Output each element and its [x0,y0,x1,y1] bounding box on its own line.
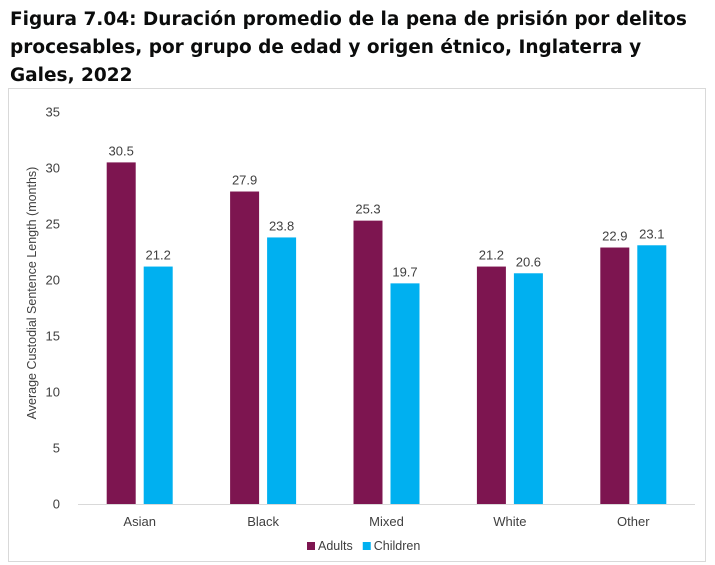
chart-frame [8,88,706,562]
y-tick-label: 0 [53,497,60,512]
data-label: 23.8 [269,218,294,233]
y-axis-label: Average Custodial Sentence Length (month… [25,167,39,420]
legend: Adults Children [307,539,420,553]
chart-title: Figura 7.04: Duración promedio de la pen… [10,9,687,86]
x-tick-label: Black [247,514,279,529]
bar-adults-asian [106,162,136,504]
y-tick-label: 5 [53,441,60,456]
data-label: 25.3 [355,202,380,217]
legend-label-children: Children [374,539,421,553]
bar-adults-white [476,266,506,504]
x-tick-label: Mixed [369,514,404,529]
bar-adults-other [600,247,630,504]
bar-children-mixed [390,283,420,504]
data-label: 23.1 [639,226,664,241]
y-tick-label: 15 [46,329,60,344]
data-label: 20.6 [516,254,541,269]
y-axis: 0 5 10 15 20 25 30 35 [46,105,60,512]
bar-children-white [513,273,543,504]
y-tick-label: 20 [46,273,60,288]
x-tick-label: Other [617,514,650,529]
bar-adults-mixed [353,220,383,504]
data-label: 27.9 [232,173,257,188]
legend-label-adults: Adults [318,539,353,553]
bar-children-other [637,245,667,504]
y-tick-label: 35 [46,105,60,120]
x-tick-label: White [493,514,526,529]
data-label: 19.7 [392,264,417,279]
bars: 30.5 21.2 27.9 23.8 25.3 19.7 21.2 20.6 22.9 23.1 [106,143,667,504]
legend-swatch-children [362,542,371,550]
x-tick-label: Asian [123,514,156,529]
legend-swatch-adults [307,542,315,550]
x-axis: Asian Black Mixed White Other [78,504,695,529]
bar-children-asian [143,266,173,504]
data-label: 30.5 [109,143,134,158]
y-tick-label: 30 [46,161,60,176]
y-tick-label: 25 [46,217,60,232]
y-tick-label: 10 [46,385,60,400]
bar-adults-black [230,191,260,504]
data-label: 21.2 [146,248,171,263]
bar-children-black [267,237,297,504]
data-label: 21.2 [479,248,504,263]
data-label: 22.9 [602,229,627,244]
